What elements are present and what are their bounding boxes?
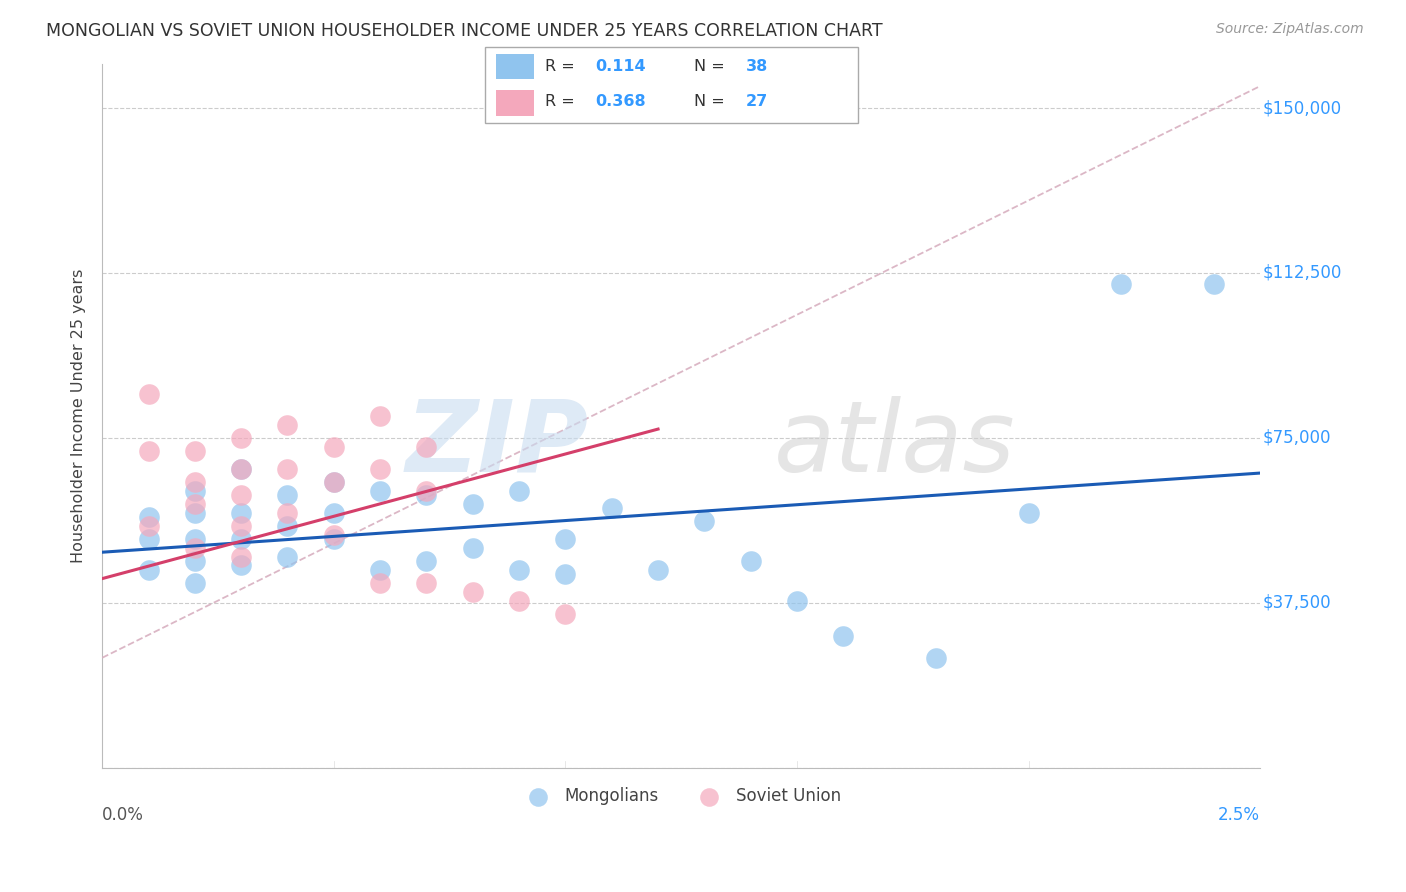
Point bbox=[508, 593, 530, 607]
Text: $75,000: $75,000 bbox=[1263, 429, 1331, 447]
Point bbox=[276, 506, 298, 520]
Point bbox=[322, 475, 344, 489]
Point bbox=[184, 554, 207, 568]
Text: 0.114: 0.114 bbox=[595, 59, 645, 74]
Point bbox=[231, 506, 253, 520]
Point bbox=[647, 563, 669, 577]
Point bbox=[322, 506, 344, 520]
Point bbox=[184, 541, 207, 555]
Point bbox=[231, 431, 253, 445]
Point bbox=[138, 518, 160, 533]
Text: 2.5%: 2.5% bbox=[1218, 806, 1260, 824]
Point bbox=[184, 532, 207, 546]
Point bbox=[368, 576, 391, 591]
Point bbox=[1018, 506, 1040, 520]
Text: atlas: atlas bbox=[773, 395, 1015, 492]
Point bbox=[786, 593, 808, 607]
Bar bbox=[496, 54, 533, 79]
Point bbox=[138, 563, 160, 577]
Point bbox=[276, 461, 298, 475]
Point bbox=[322, 475, 344, 489]
Point bbox=[184, 506, 207, 520]
Point bbox=[138, 444, 160, 458]
Point bbox=[461, 497, 484, 511]
Point bbox=[184, 444, 207, 458]
Point bbox=[138, 387, 160, 401]
Point bbox=[925, 650, 948, 665]
Point bbox=[1202, 277, 1225, 291]
Point bbox=[138, 510, 160, 524]
Point bbox=[415, 576, 437, 591]
Text: R =: R = bbox=[544, 59, 579, 74]
Point bbox=[231, 532, 253, 546]
Legend: Mongolians, Soviet Union: Mongolians, Soviet Union bbox=[515, 780, 848, 812]
Text: 0.0%: 0.0% bbox=[103, 806, 143, 824]
Point bbox=[184, 483, 207, 498]
Point bbox=[184, 475, 207, 489]
Point bbox=[184, 497, 207, 511]
Point bbox=[368, 563, 391, 577]
Text: 38: 38 bbox=[745, 59, 768, 74]
Point bbox=[554, 567, 576, 582]
Y-axis label: Householder Income Under 25 years: Householder Income Under 25 years bbox=[72, 268, 86, 563]
Text: 27: 27 bbox=[745, 95, 768, 110]
Point bbox=[415, 440, 437, 454]
Bar bbox=[496, 90, 533, 116]
Point bbox=[740, 554, 762, 568]
Point bbox=[276, 488, 298, 502]
Point bbox=[554, 607, 576, 621]
Text: N =: N = bbox=[693, 95, 730, 110]
Text: R =: R = bbox=[544, 95, 579, 110]
Point bbox=[231, 558, 253, 573]
Point bbox=[461, 584, 484, 599]
Point bbox=[832, 629, 855, 643]
Point bbox=[231, 488, 253, 502]
Point bbox=[231, 549, 253, 564]
Point bbox=[322, 532, 344, 546]
Text: MONGOLIAN VS SOVIET UNION HOUSEHOLDER INCOME UNDER 25 YEARS CORRELATION CHART: MONGOLIAN VS SOVIET UNION HOUSEHOLDER IN… bbox=[46, 22, 883, 40]
Point bbox=[368, 409, 391, 423]
Point bbox=[415, 554, 437, 568]
Point bbox=[368, 483, 391, 498]
Point bbox=[231, 518, 253, 533]
Point bbox=[693, 515, 716, 529]
Point bbox=[1109, 277, 1132, 291]
Point bbox=[600, 501, 623, 516]
Point bbox=[276, 417, 298, 432]
Point bbox=[276, 549, 298, 564]
Point bbox=[554, 532, 576, 546]
Point bbox=[322, 527, 344, 541]
Point bbox=[368, 461, 391, 475]
Point bbox=[508, 483, 530, 498]
Text: Source: ZipAtlas.com: Source: ZipAtlas.com bbox=[1216, 22, 1364, 37]
Text: ZIP: ZIP bbox=[405, 395, 589, 492]
Point bbox=[461, 541, 484, 555]
Point bbox=[138, 532, 160, 546]
Point bbox=[322, 440, 344, 454]
Text: $37,500: $37,500 bbox=[1263, 594, 1331, 612]
Point bbox=[231, 461, 253, 475]
Point bbox=[231, 461, 253, 475]
Text: $150,000: $150,000 bbox=[1263, 99, 1341, 117]
Text: N =: N = bbox=[693, 59, 730, 74]
Point bbox=[184, 576, 207, 591]
Point bbox=[415, 483, 437, 498]
Text: 0.368: 0.368 bbox=[595, 95, 645, 110]
Text: $112,500: $112,500 bbox=[1263, 264, 1341, 282]
FancyBboxPatch shape bbox=[485, 47, 858, 123]
Point bbox=[415, 488, 437, 502]
Point bbox=[508, 563, 530, 577]
Point bbox=[276, 518, 298, 533]
